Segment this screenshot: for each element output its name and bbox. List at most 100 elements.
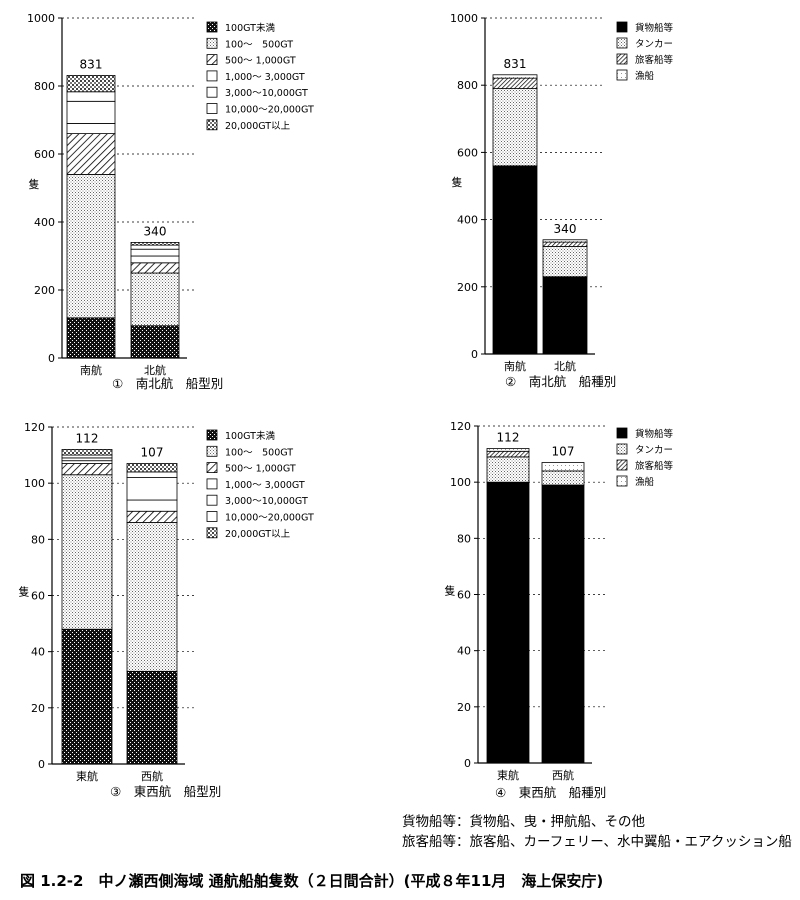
legend-swatch — [206, 86, 218, 98]
bar-total-label: 112 — [76, 431, 99, 445]
bar-segment — [486, 456, 530, 483]
bar-segment — [66, 100, 116, 124]
bar-segment — [130, 248, 180, 257]
y-axis-label: 隻 — [19, 585, 30, 599]
bar-segment — [66, 317, 116, 359]
bar-segment — [61, 457, 113, 462]
x-tick-label: 南航 — [504, 359, 526, 373]
y-tick-label: 1000 — [450, 12, 478, 25]
chart-4: 0 20 40 60 80 100 120 隻 112 東航 107 西航 貨物船等タンカー旅客船等漁船… — [445, 420, 674, 800]
legend-swatch — [616, 21, 628, 33]
y-tick-label: 40 — [457, 645, 471, 658]
bar-segment — [492, 74, 538, 79]
note-passenger: 旅客船等：旅客船、カーフェリー、水中翼船・エアクッション船 — [402, 834, 792, 850]
legend-label: 20,000GT以上 — [225, 121, 291, 132]
y-tick-label: 80 — [31, 533, 45, 546]
legend-label: 漁船 — [635, 70, 655, 82]
bar-segment — [130, 262, 180, 274]
y-tick-label: 120 — [450, 420, 471, 433]
y-tick-label: 600 — [457, 146, 478, 159]
legend-label: 100GT未満 — [225, 430, 275, 442]
y-tick-label: 0 — [38, 758, 45, 771]
panel-caption: ④ 東西航 船種別 — [495, 785, 606, 800]
x-tick-label: 東航 — [497, 768, 519, 782]
legend-label: タンカー — [635, 39, 673, 50]
bar-segment — [486, 481, 530, 764]
legend-label: 100GT未満 — [225, 22, 275, 34]
y-tick-label: 600 — [34, 148, 55, 161]
notes: 貨物船等：貨物船、曳・押航船、その他旅客船等：旅客船、カーフェリー、水中翼船・エ… — [402, 812, 792, 852]
bar-segment — [130, 272, 180, 327]
panel-caption: ② 南北航 船種別 — [505, 374, 616, 389]
y-tick-label: 40 — [31, 646, 45, 659]
legend-swatch — [616, 475, 628, 487]
y-axis-label: 隻 — [445, 584, 456, 598]
y-tick-label: 20 — [457, 701, 471, 714]
bar-segment — [61, 460, 113, 464]
x-tick-label: 西航 — [552, 768, 574, 782]
bar-segment — [130, 325, 180, 359]
bar-segment — [126, 499, 178, 512]
bar-total-label: 107 — [141, 446, 164, 460]
y-tick-label: 0 — [471, 348, 478, 361]
legend-swatch — [206, 429, 218, 441]
bar-total-label: 340 — [554, 222, 577, 236]
legend-swatch — [206, 70, 218, 82]
bar-segment — [130, 255, 180, 264]
legend-swatch — [206, 119, 218, 131]
legend-label: タンカー — [635, 445, 673, 456]
bar-segment — [130, 244, 180, 250]
bar-segment — [126, 471, 178, 478]
bar-total-label: 831 — [504, 57, 527, 71]
x-tick-label: 西航 — [141, 769, 163, 783]
legend-swatch — [616, 53, 628, 65]
bar-segment — [61, 474, 113, 630]
legend-label: 1,000～ 3,000GT — [225, 480, 305, 491]
legend-label: 500～ 1,000GT — [225, 56, 296, 67]
legend-label: 3,000～10,000GT — [225, 496, 308, 507]
legend-swatch — [206, 21, 218, 33]
legend-label: 旅客船等 — [635, 460, 674, 472]
chart-2: 0 200 400 600 800 1000 隻 831 南航 340 北航 貨物船等タンカー旅客船等… — [450, 12, 674, 389]
x-tick-label: 北航 — [144, 363, 166, 377]
y-tick-label: 0 — [464, 757, 471, 770]
y-tick-label: 100 — [24, 477, 45, 490]
y-tick-label: 100 — [450, 476, 471, 489]
legend-swatch — [616, 427, 628, 439]
bar-total-label: 340 — [144, 224, 167, 238]
bar-segment — [66, 133, 116, 175]
y-tick-label: 120 — [24, 421, 45, 434]
bar-segment — [126, 670, 178, 765]
bar-segment — [61, 628, 113, 765]
legend-swatch — [616, 69, 628, 81]
bar-segment — [61, 449, 113, 456]
note-cargo: 貨物船等：貨物船、曳・押航船、その他 — [402, 814, 645, 830]
y-tick-label: 800 — [34, 80, 55, 93]
bar-segment — [66, 75, 116, 93]
panel-caption: ① 南北航 船型別 — [112, 376, 223, 391]
y-tick-label: 200 — [457, 281, 478, 294]
legend-swatch — [616, 37, 628, 49]
legend-label: 貨物船等 — [635, 22, 674, 34]
bar-segment — [541, 470, 585, 486]
panel-caption: ③ 東西航 船型別 — [110, 784, 221, 799]
y-tick-label: 400 — [457, 214, 478, 227]
legend-label: 漁船 — [635, 476, 655, 488]
y-tick-label: 200 — [34, 284, 55, 297]
bar-segment — [126, 477, 178, 501]
legend-swatch — [206, 103, 218, 114]
chart-1: 0 200 400 600 800 1000 隻 831 南航 340 北航 100GT未満 100～ … — [27, 12, 314, 391]
legend-label: 100～ 500GT — [225, 39, 293, 50]
legend-swatch — [206, 462, 218, 474]
legend-swatch — [206, 527, 218, 539]
y-tick-label: 1000 — [27, 12, 55, 25]
bar-segment — [492, 165, 538, 355]
bar-segment — [486, 448, 530, 452]
bar-segment — [61, 454, 113, 459]
bar-segment — [126, 510, 178, 523]
legend-swatch — [206, 494, 218, 506]
bar-segment — [66, 91, 116, 102]
y-axis-label: 隻 — [452, 175, 463, 189]
legend-swatch — [616, 443, 628, 455]
